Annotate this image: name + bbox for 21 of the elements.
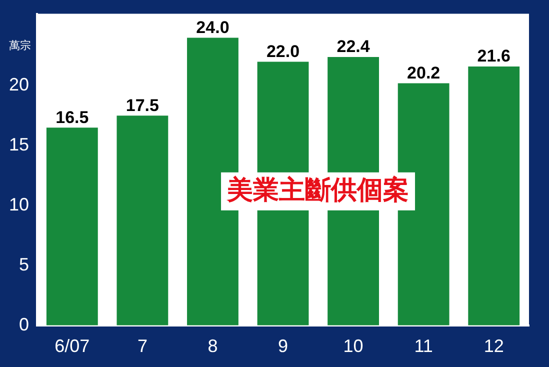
data-label: 20.2 [407, 64, 440, 82]
y-tick-label: 5 [19, 254, 30, 274]
y-tick-label: 20 [8, 74, 30, 95]
data-label: 21.6 [477, 46, 510, 66]
data-label: 22.0 [266, 42, 300, 61]
x-tick-label: 12 [484, 336, 504, 356]
y-tick-label: 0 [19, 314, 30, 334]
data-label: 17.5 [126, 96, 159, 115]
x-tick-label: 10 [343, 336, 364, 356]
y-axis-title: 萬宗 [9, 38, 31, 52]
data-label: 24.0 [196, 18, 230, 37]
x-tick-label: 8 [208, 336, 218, 356]
y-tick-label: 15 [8, 134, 30, 155]
x-tick-label: 7 [137, 336, 148, 356]
x-tick-label: 9 [278, 336, 288, 356]
y-tick-label: 10 [8, 194, 30, 215]
text: 美業主斷供個案 [226, 174, 410, 205]
data-label: 22.4 [336, 37, 370, 56]
x-tick-label: 11 [414, 336, 433, 356]
x-tick-label: 6/07 [54, 336, 90, 356]
data-label: 16.5 [56, 108, 89, 127]
